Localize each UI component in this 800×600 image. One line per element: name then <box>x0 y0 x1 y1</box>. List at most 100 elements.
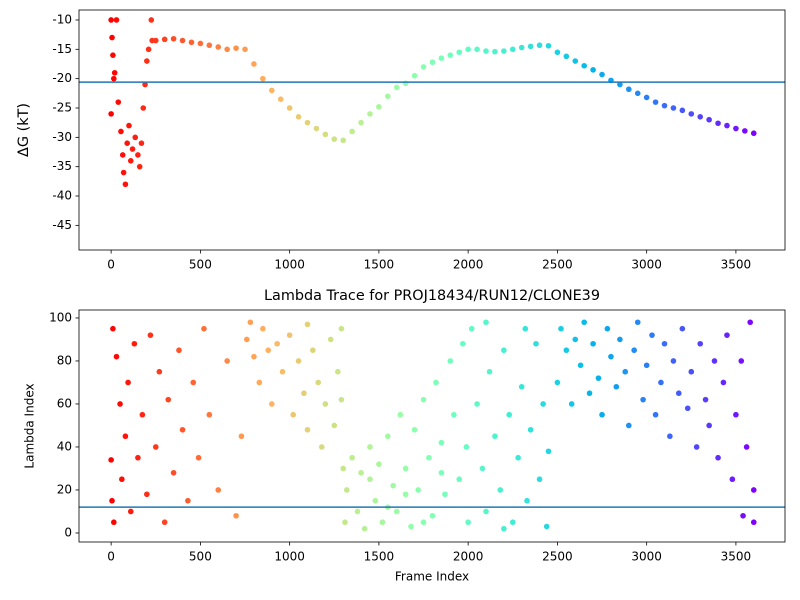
point <box>215 44 222 50</box>
point <box>126 122 132 129</box>
point <box>290 411 297 418</box>
point <box>142 81 148 88</box>
point <box>268 87 275 94</box>
point <box>613 383 620 390</box>
point <box>338 325 345 332</box>
point <box>117 401 123 407</box>
point <box>120 169 127 176</box>
point <box>170 35 177 42</box>
point <box>533 340 539 347</box>
x-tick-label: 1000 <box>274 550 305 564</box>
point <box>122 181 129 188</box>
point <box>640 396 646 403</box>
x-tick-label: 1500 <box>364 550 395 564</box>
y-tick-label: -25 <box>52 100 72 114</box>
y-tick-label: -20 <box>52 71 72 85</box>
point <box>127 508 134 515</box>
point <box>456 49 463 56</box>
point <box>518 383 525 390</box>
point <box>483 508 489 515</box>
point <box>135 454 141 461</box>
point <box>501 48 507 54</box>
point <box>144 491 150 498</box>
point <box>492 48 498 55</box>
point <box>111 519 117 526</box>
x-tick-label: 2500 <box>542 258 573 272</box>
point <box>185 497 191 504</box>
point <box>684 405 691 412</box>
point <box>733 411 739 418</box>
point <box>733 125 739 132</box>
point <box>206 42 213 49</box>
plot-frame <box>78 9 786 251</box>
point <box>509 519 516 526</box>
point <box>420 64 427 70</box>
point <box>468 325 475 332</box>
x-tick-label: 3500 <box>721 550 752 564</box>
point <box>497 487 504 493</box>
point <box>688 111 695 117</box>
y-tick-label: -40 <box>52 189 72 203</box>
point <box>652 99 659 105</box>
point <box>429 512 436 519</box>
point <box>233 45 239 51</box>
point <box>420 396 427 403</box>
point <box>522 325 529 332</box>
point <box>132 134 139 141</box>
point <box>119 476 125 483</box>
point <box>545 448 552 455</box>
point <box>617 81 623 88</box>
point <box>554 379 561 386</box>
point <box>295 113 302 120</box>
point <box>188 39 195 46</box>
point <box>138 140 145 147</box>
point <box>313 125 320 132</box>
point <box>338 396 345 403</box>
point <box>465 46 471 53</box>
x-tick-label: 1500 <box>364 258 395 272</box>
point <box>486 368 493 375</box>
point <box>750 130 757 137</box>
point <box>438 469 445 476</box>
point <box>109 497 115 504</box>
point <box>385 93 391 100</box>
point <box>277 96 284 102</box>
point <box>634 90 641 97</box>
point <box>724 122 730 129</box>
point <box>581 319 587 326</box>
point <box>402 465 409 472</box>
point <box>743 444 750 450</box>
point <box>148 17 155 23</box>
point <box>715 454 721 461</box>
point <box>206 411 213 418</box>
point <box>706 422 712 429</box>
point <box>397 411 404 418</box>
x-tick-label: 0 <box>107 258 115 272</box>
point <box>139 411 146 418</box>
point <box>111 75 117 82</box>
point <box>322 131 329 138</box>
point <box>402 80 409 87</box>
point <box>286 105 293 111</box>
point <box>563 53 570 60</box>
point <box>110 325 116 332</box>
point <box>577 362 584 369</box>
point <box>113 353 120 360</box>
point <box>147 332 154 338</box>
point <box>545 42 552 49</box>
y-tick-label: 80 <box>57 353 72 367</box>
point <box>465 519 471 526</box>
point <box>108 17 114 23</box>
point <box>367 111 373 117</box>
point <box>135 152 141 158</box>
point <box>426 454 432 461</box>
point <box>260 75 266 82</box>
point <box>711 358 718 364</box>
point <box>661 102 668 109</box>
point <box>595 375 602 381</box>
point <box>702 396 709 403</box>
point <box>349 128 355 135</box>
point <box>652 411 659 418</box>
point <box>136 163 143 170</box>
point <box>161 36 168 43</box>
